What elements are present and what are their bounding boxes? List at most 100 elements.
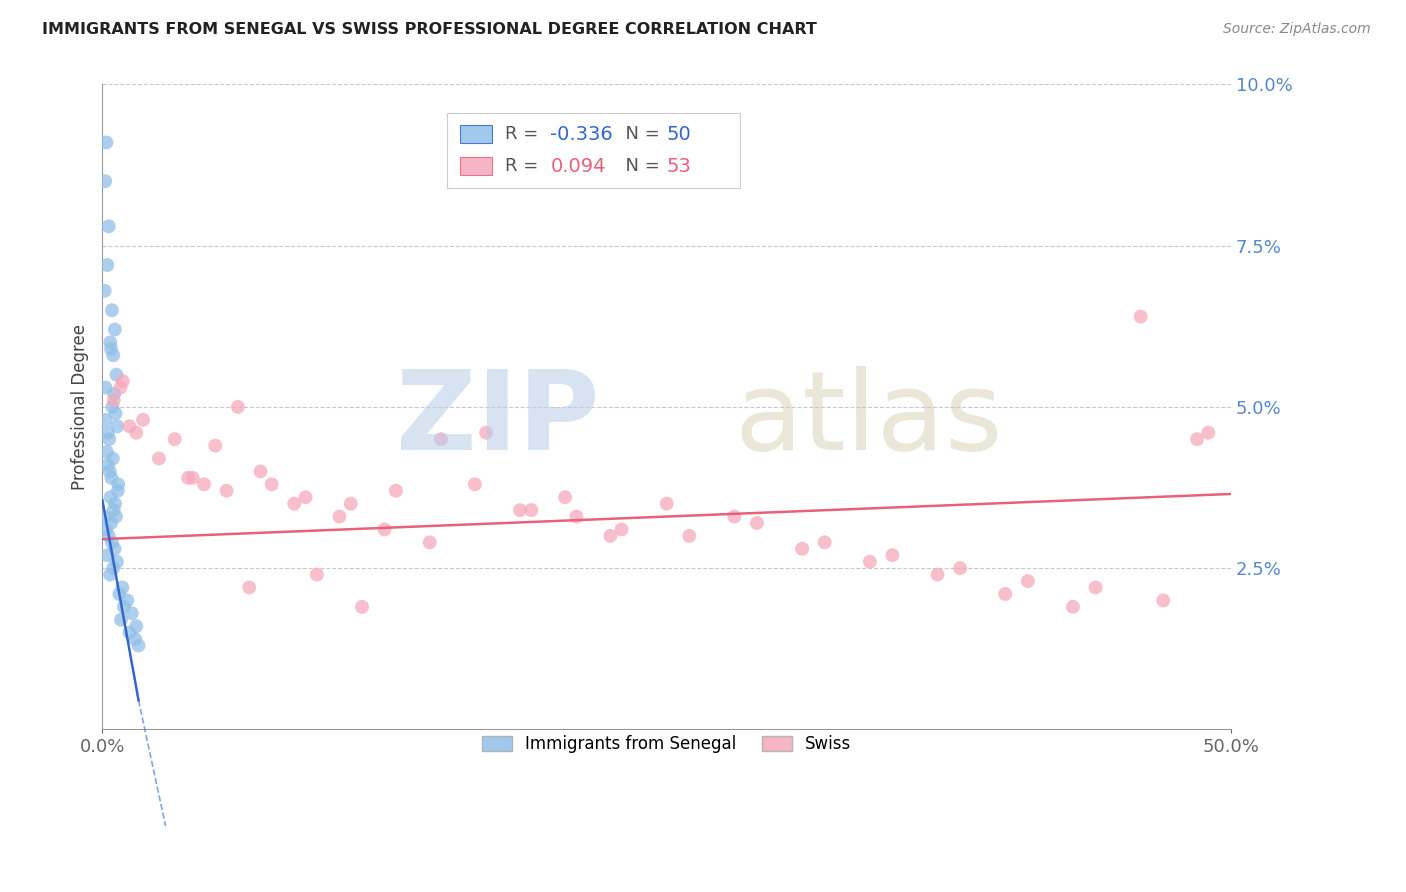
Point (181, 471, 204, 485)
Point (1017, 574, 1039, 588)
Point (101, 303, 124, 318)
Y-axis label: Professional Degree: Professional Degree (72, 324, 89, 490)
Text: -0.336: -0.336 (551, 125, 613, 144)
Point (107, 483, 129, 498)
Text: IMMIGRANTS FROM SENEGAL VS SWISS PROFESSIONAL DEGREE CORRELATION CHART: IMMIGRANTS FROM SENEGAL VS SWISS PROFESS… (42, 22, 817, 37)
Point (599, 529, 621, 543)
Point (97, 425, 120, 440)
Point (509, 503, 531, 517)
Text: N =: N = (613, 157, 665, 176)
Point (121, 607, 143, 621)
Point (98, 335, 121, 350)
Point (124, 632, 146, 646)
Point (374, 523, 396, 537)
Point (430, 432, 453, 446)
Point (350, 599, 373, 614)
Point (94, 413, 117, 427)
Point (94, 174, 117, 188)
Point (1197, 425, 1219, 440)
Point (949, 561, 972, 575)
Point (107, 477, 129, 491)
Point (117, 593, 139, 607)
Point (100, 471, 122, 485)
Point (520, 503, 543, 517)
Point (100, 342, 122, 356)
Point (96, 445, 118, 459)
Point (238, 581, 260, 595)
Point (118, 419, 141, 434)
Point (98, 567, 121, 582)
Point (128, 639, 150, 653)
Point (111, 374, 134, 388)
Point (554, 490, 576, 504)
Point (103, 503, 125, 517)
Point (249, 464, 271, 478)
Point (163, 432, 186, 446)
Point (98, 464, 121, 478)
Point (104, 406, 127, 420)
Point (148, 451, 170, 466)
Point (328, 509, 350, 524)
Point (101, 400, 124, 414)
Point (104, 509, 127, 524)
Point (994, 587, 1017, 601)
Point (125, 619, 148, 633)
Point (419, 535, 441, 549)
Point (94, 523, 117, 537)
Point (882, 548, 904, 562)
Point (1129, 310, 1152, 324)
Point (110, 380, 132, 394)
Point (723, 509, 745, 524)
Point (1084, 581, 1107, 595)
Point (97, 219, 120, 234)
Point (792, 541, 814, 556)
Point (96, 258, 118, 272)
Point (215, 483, 238, 498)
Point (96, 136, 118, 150)
Legend: Immigrants from Senegal, Swiss: Immigrants from Senegal, Swiss (475, 729, 858, 760)
Point (104, 497, 127, 511)
Point (814, 535, 837, 549)
Point (1062, 599, 1084, 614)
Text: ZIP: ZIP (395, 367, 599, 474)
Point (226, 400, 249, 414)
Point (177, 471, 200, 485)
Point (103, 387, 125, 401)
Point (100, 516, 122, 530)
Point (204, 439, 226, 453)
Point (305, 567, 328, 582)
Point (105, 368, 128, 382)
Point (93, 284, 115, 298)
Point (260, 477, 283, 491)
Point (94, 509, 117, 524)
Point (96, 548, 118, 562)
Point (97, 529, 120, 543)
Point (859, 555, 882, 569)
Point (655, 497, 678, 511)
Text: N =: N = (613, 125, 665, 143)
Point (339, 497, 361, 511)
Point (565, 509, 588, 524)
Point (103, 561, 125, 575)
Point (103, 348, 125, 362)
FancyBboxPatch shape (460, 125, 492, 143)
Point (1185, 432, 1208, 446)
Point (104, 541, 127, 556)
Point (745, 516, 768, 530)
FancyBboxPatch shape (460, 157, 492, 176)
Point (125, 425, 148, 440)
Point (101, 535, 124, 549)
Point (610, 523, 633, 537)
Point (105, 419, 128, 434)
Text: R =: R = (505, 157, 544, 176)
Point (104, 322, 127, 336)
Point (97, 458, 120, 472)
Point (385, 483, 408, 498)
Point (108, 587, 131, 601)
Text: R =: R = (505, 125, 544, 143)
Point (464, 477, 486, 491)
Text: 0.094: 0.094 (551, 157, 606, 176)
Point (475, 425, 498, 440)
Point (132, 413, 155, 427)
Point (100, 490, 122, 504)
